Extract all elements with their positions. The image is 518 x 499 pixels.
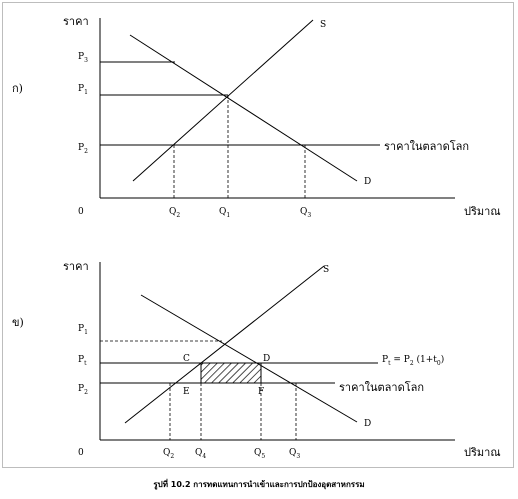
panel-b-x-axis-title: ปริมาณ [464, 446, 501, 459]
panel-b-y-axis-title: ราคา [63, 260, 89, 273]
panel-a-origin: 0 [78, 207, 84, 217]
point-d-label: D [263, 354, 270, 364]
panel-a-x-axis-title: ปริมาณ [464, 205, 501, 218]
point-c-label: C [183, 354, 190, 364]
panel-a-tick-q1: Q1 [219, 207, 230, 219]
figure-frame [2, 2, 514, 468]
panel-b-tick-q5: Q5 [254, 448, 265, 460]
figure-caption: รูปที่ 10.2 การทดแทนการนำเข้าและการปกป้อ… [153, 480, 365, 489]
panel-b-tick-p2: P2 [78, 384, 88, 396]
tariff-revenue-area [200, 362, 262, 384]
panel-a-tick-p2: P2 [78, 143, 88, 155]
panel-a-tick-q3: Q3 [300, 207, 311, 219]
panel-b-supply-label: S [323, 265, 329, 275]
panel-a: ก) ราคา ปริมาณ 0 S D ราคาในตลาดโลก P3 P1… [12, 15, 501, 219]
panel-b-tick-pt: Pt [78, 355, 87, 367]
panel-a-tick-q2: Q2 [169, 207, 180, 219]
panel-a-label: ก) [12, 82, 23, 95]
panel-b-demand-label: D [364, 419, 371, 429]
panel-a-y-axis-title: ราคา [63, 15, 89, 28]
panel-b-demand-curve [140, 294, 358, 423]
panel-a-tick-p1: P1 [78, 84, 88, 96]
panel-a-supply-curve [132, 19, 314, 182]
panel-a-world-price-label: ราคาในตลาดโลก [384, 139, 469, 153]
panel-a-tick-p3: P3 [78, 52, 88, 64]
tariff-price-formula: Pt = P2 (1+t0) [382, 354, 444, 367]
panel-b-tick-q3: Q3 [289, 448, 300, 460]
point-f-label: F [258, 387, 264, 397]
panel-a-demand-curve [129, 34, 358, 182]
panel-b: ข) ราคา ปริมาณ 0 S D ราคาในตลาดโลก Pt = … [12, 260, 501, 460]
panel-b-tick-q2: Q2 [163, 448, 174, 460]
panel-b-origin: 0 [78, 448, 84, 458]
point-e-label: E [183, 387, 190, 397]
panel-b-world-price-label: ราคาในตลาดโลก [339, 380, 424, 394]
panel-a-supply-label: S [320, 20, 326, 30]
panel-b-tick-q4: Q4 [195, 448, 206, 460]
panel-b-label: ข) [12, 316, 24, 329]
panel-b-tick-p1: P1 [78, 324, 88, 336]
panel-a-demand-label: D [364, 177, 371, 187]
